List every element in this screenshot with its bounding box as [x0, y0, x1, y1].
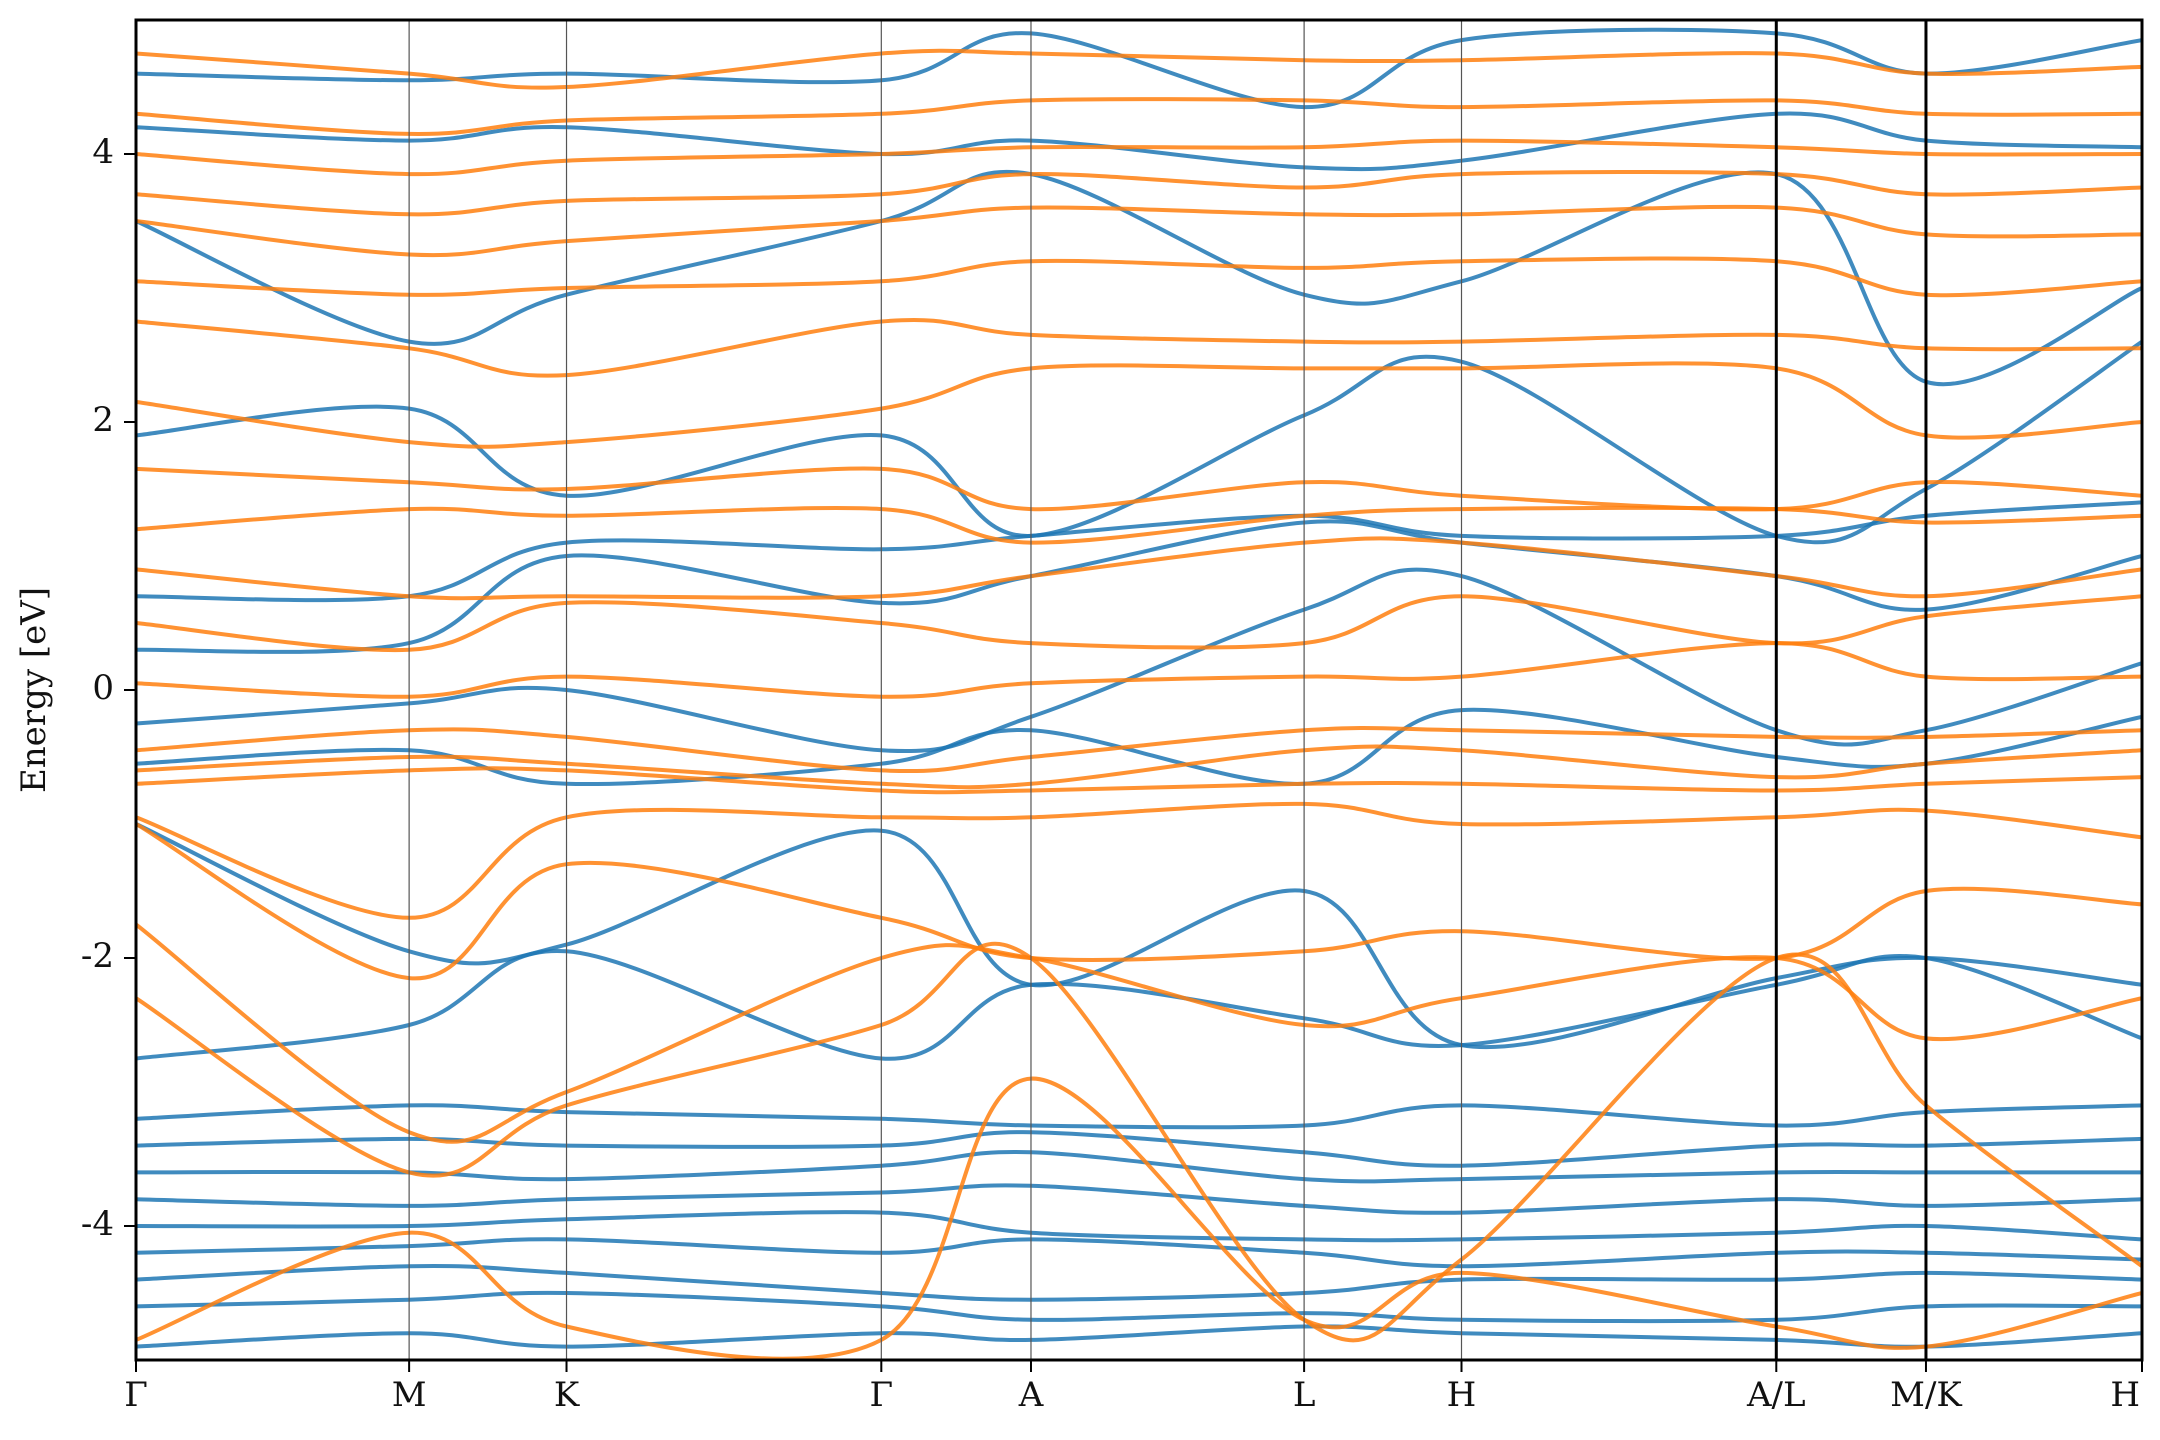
band-line	[136, 922, 2142, 1144]
band-line	[136, 361, 2142, 449]
band-line	[136, 1324, 2142, 1349]
band-line	[136, 1103, 2142, 1130]
kpoint-separator-lines	[408, 20, 1928, 1360]
band-line	[136, 111, 2142, 172]
band-line	[136, 519, 2142, 654]
y-tick-label: -4	[81, 1204, 114, 1244]
band-line	[136, 567, 2142, 754]
band-line	[136, 536, 2142, 601]
band-line	[136, 256, 2142, 298]
x-tick-label: Γ	[870, 1375, 894, 1415]
x-tick-label: K	[554, 1375, 580, 1415]
x-tick-label: A	[1018, 1375, 1044, 1415]
x-tick-label: M	[392, 1375, 427, 1415]
band-line	[136, 170, 2142, 217]
y-tick-label: 2	[92, 400, 114, 440]
x-tick-label: Γ	[124, 1375, 148, 1415]
band-line	[136, 766, 2142, 795]
band-line	[136, 1263, 2142, 1302]
band-line	[136, 317, 2142, 378]
band-line	[136, 1290, 2142, 1324]
x-axis-ticks: Γ M K Γ A L H A/L M/K H	[124, 1360, 2143, 1415]
band-line	[136, 1130, 2142, 1168]
band-line	[136, 801, 2142, 920]
band-line	[136, 204, 2142, 258]
band-line	[136, 138, 2142, 177]
band-line	[136, 466, 2142, 512]
band-line	[136, 169, 2142, 387]
band-line	[136, 505, 2142, 545]
band-line	[136, 48, 2142, 90]
band-line	[136, 339, 2142, 545]
y-axis-label: Energy [eV]	[14, 587, 54, 793]
plot-frame	[134, 18, 2144, 1362]
x-tick-label: H	[2110, 1375, 2140, 1415]
band-line	[136, 1183, 2142, 1215]
x-tick-label: A/L	[1746, 1375, 1806, 1415]
band-line	[136, 641, 2142, 699]
band-line	[136, 707, 2142, 787]
band-line	[136, 725, 2142, 774]
band-line	[136, 1210, 2142, 1243]
x-tick-label: L	[1293, 1375, 1316, 1415]
band-line	[136, 1237, 2142, 1269]
band-line	[136, 1076, 2142, 1360]
y-axis-ticks: -4 -2 0 2 4	[81, 132, 136, 1244]
band-line	[136, 500, 2142, 603]
x-tick-label: M/K	[1890, 1375, 1962, 1415]
band-line	[136, 822, 2142, 1050]
y-tick-label: 4	[92, 132, 114, 172]
band-line	[136, 949, 2142, 1061]
band-line	[136, 822, 2142, 981]
band-line	[136, 1150, 2142, 1184]
band-line	[136, 594, 2142, 653]
band-line	[136, 941, 2142, 1343]
band-line	[136, 744, 2142, 790]
y-tick-label: 0	[92, 668, 114, 708]
band-line	[136, 27, 2142, 110]
band-line	[136, 97, 2142, 136]
x-tick-label: H	[1447, 1375, 1477, 1415]
band-lines	[136, 27, 2142, 1360]
y-tick-label: -2	[81, 936, 114, 976]
